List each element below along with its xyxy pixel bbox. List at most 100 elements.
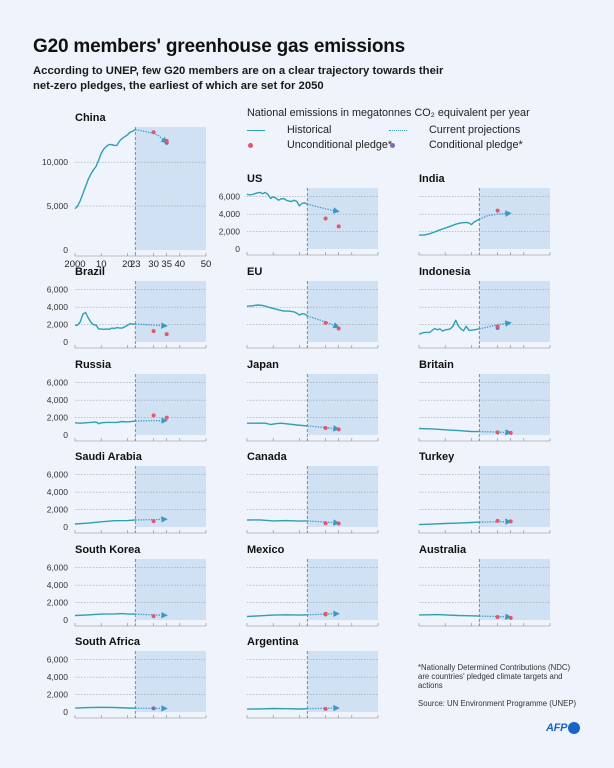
projection-line: [479, 518, 512, 525]
unconditional-pledge-point: [508, 430, 513, 435]
legend-item-conditional: Conditional pledge*: [389, 139, 523, 151]
y-tick-label: 4,000: [47, 487, 69, 497]
historical-line: [74, 519, 136, 525]
legend: National emissions in megatonnes CO₂ equ…: [247, 107, 587, 154]
x-tick-label: 10: [96, 259, 107, 270]
y-tick-label: 4,000: [47, 302, 69, 312]
projection-period-shade: [307, 651, 378, 712]
y-tick-label: 2,000: [219, 227, 241, 237]
projection-line: [135, 611, 168, 619]
unconditional-pledge-point: [495, 324, 500, 329]
conditional-pledge-point: [323, 612, 328, 617]
projection-period-shade: [479, 188, 550, 249]
legend-label-historical: Historical: [287, 124, 332, 136]
chart-eu: EU: [246, 266, 379, 349]
historical-line: [246, 707, 308, 710]
historical-line: [418, 613, 480, 617]
historical-line: [247, 422, 308, 427]
chart-title: Britain: [419, 359, 454, 371]
chart-britain: Britain: [418, 359, 551, 442]
historical-line: [246, 519, 308, 522]
projection-line: [307, 315, 340, 329]
chart-brazil: Brazil 0 2,000 4,000 6,000: [47, 266, 207, 349]
y-tick-label: 5,000: [47, 201, 69, 211]
chart-title: Brazil: [75, 266, 105, 278]
projection-period-shade: [479, 374, 550, 435]
chart-title: Australia: [419, 544, 467, 556]
y-tick-label: 4,000: [47, 672, 69, 682]
footnote: *Nationally Determined Contributions (ND…: [418, 663, 571, 690]
projection-period-shade: [135, 651, 206, 712]
unconditional-pledge-point: [336, 427, 341, 432]
unconditional-pledge-point: [508, 615, 513, 620]
y-tick-label: 6,000: [47, 470, 69, 480]
y-tick-label: 6,000: [47, 563, 69, 573]
chart-title: Saudi Arabia: [75, 451, 143, 463]
chart-title: Japan: [247, 359, 279, 371]
chart-title: Argentina: [247, 636, 299, 648]
y-tick-label: 10,000: [42, 157, 68, 167]
chart-south-africa: South Africa 0 2,000 4,000 6,000: [47, 636, 207, 719]
page-title: G20 members' greenhouse gas emissions: [33, 36, 405, 57]
chart-title: Canada: [247, 451, 288, 463]
chart-title: US: [247, 173, 262, 185]
projection-period-shade: [135, 559, 206, 620]
unconditional-pledge-point: [164, 415, 169, 420]
legend-label-unconditional: Unconditional pledge*: [287, 139, 393, 151]
chart-saudi-arabia: Saudi Arabia 0 2,000 4,000 6,000: [47, 451, 207, 534]
unconditional-pledge-point: [495, 208, 500, 213]
chart-japan: Japan: [246, 359, 379, 442]
chart-title: China: [75, 112, 106, 124]
source-note: Source: UN Environment Programme (UNEP): [418, 699, 577, 708]
legend-label-conditional: Conditional pledge*: [429, 139, 523, 151]
projection-period-shade: [135, 127, 206, 250]
projection-period-shade: [135, 281, 206, 342]
y-tick-label: 2,000: [47, 690, 69, 700]
unconditional-pledge-point: [323, 706, 328, 711]
y-tick-label: 6,000: [47, 655, 69, 665]
y-tick-label: 4,000: [47, 580, 69, 590]
unconditional-pledge-point: [336, 224, 341, 229]
x-tick-label: 30: [148, 259, 159, 270]
y-tick-label: 0: [63, 337, 68, 347]
afp-logo-text: AFP: [546, 722, 568, 734]
projection-line: [307, 519, 340, 526]
y-tick-label: 0: [235, 244, 240, 254]
chart-title: Russia: [75, 359, 112, 371]
unconditional-pledge-point: [495, 430, 500, 435]
projection-line: [307, 704, 340, 712]
chart-australia: Australia: [418, 544, 551, 627]
y-tick-label: 2,000: [47, 505, 69, 515]
legend-item-projections: Current projections: [389, 124, 520, 136]
chart-us: US 0 2,000 4,000 6,000: [219, 173, 379, 256]
conditional-pledge-point: [164, 140, 169, 145]
projection-line: [479, 613, 512, 621]
chart-title: Mexico: [247, 544, 285, 556]
afp-logo-circle-icon: [568, 722, 581, 734]
y-tick-label: 0: [63, 615, 68, 625]
historical-line: [74, 311, 136, 331]
unconditional-pledge-point: [323, 216, 328, 221]
historical-line: [74, 420, 136, 425]
y-tick-label: 0: [63, 245, 68, 255]
historical-line: [246, 304, 308, 317]
unconditional-pledge-point: [323, 426, 328, 431]
y-tick-label: 6,000: [47, 285, 69, 295]
x-tick-label: 40: [175, 259, 186, 270]
unconditional-pledge-point: [151, 130, 156, 135]
historical-line: [418, 319, 480, 335]
conditional-pledge-dot-icon: [389, 140, 409, 150]
projection-line: [479, 320, 512, 330]
historical-line: [74, 129, 136, 210]
unconditional-pledge-point: [323, 611, 328, 616]
y-tick-label: 4,000: [47, 395, 69, 405]
chart-title: Turkey: [419, 451, 455, 463]
historical-line: [246, 191, 308, 207]
chart-title: EU: [247, 266, 262, 278]
projection-line: [479, 210, 512, 220]
historical-line: [246, 614, 308, 618]
unconditional-pledge-point: [336, 326, 341, 331]
unconditional-pledge-point: [495, 518, 500, 523]
unconditional-pledge-dot-icon: [247, 140, 267, 150]
projection-period-shade: [135, 466, 206, 527]
